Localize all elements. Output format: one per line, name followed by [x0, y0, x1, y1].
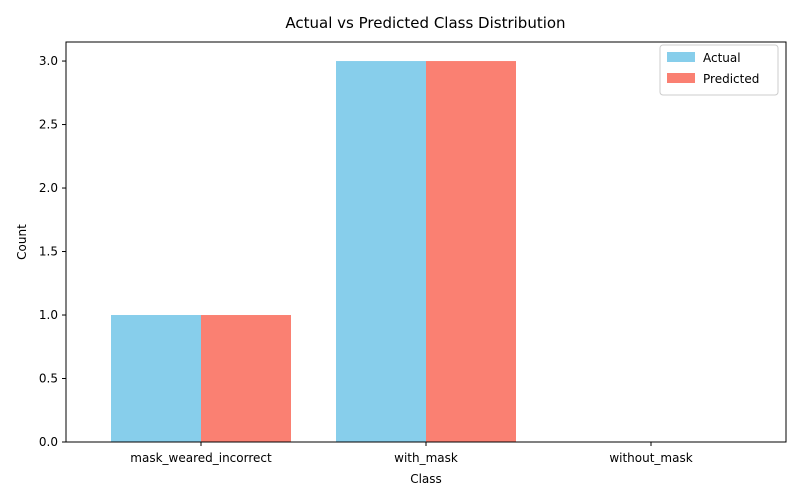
bar-actual-mask_weared_incorrect: [111, 315, 201, 442]
legend-swatch-actual: [667, 52, 695, 62]
plot-frame: [65, 41, 787, 443]
chart-title: Actual vs Predicted Class Distribution: [285, 14, 565, 32]
legend: Actual Predicted: [659, 44, 779, 96]
x-tick-label: without_mask: [609, 451, 692, 465]
x-tick-label: mask_weared_incorrect: [130, 451, 272, 465]
legend-label-predicted: Predicted: [703, 72, 759, 86]
y-tick-label: 2.5: [39, 118, 58, 132]
y-axis: 0.0 0.5 1.0 1.5 2.0 2.5 3.0: [39, 54, 66, 449]
x-axis-label: Class: [410, 472, 442, 486]
x-tick-label: with_mask: [394, 451, 458, 465]
y-tick-label: 1.0: [39, 308, 58, 322]
y-tick-label: 0.5: [39, 372, 58, 386]
y-axis-label: Count: [15, 224, 29, 260]
legend-label-actual: Actual: [703, 51, 741, 65]
y-tick-label: 3.0: [39, 54, 58, 68]
bar-actual-with_mask: [336, 61, 426, 443]
bars-group: [111, 61, 516, 443]
bar-predicted-with_mask: [426, 61, 516, 443]
legend-swatch-predicted: [667, 73, 695, 83]
y-tick-label: 2.0: [39, 181, 58, 195]
y-tick-label: 0.0: [39, 435, 58, 449]
bar-predicted-mask_weared_incorrect: [201, 315, 291, 442]
y-tick-label: 1.5: [39, 245, 58, 259]
x-axis: mask_weared_incorrect with_mask without_ma…: [130, 442, 693, 465]
